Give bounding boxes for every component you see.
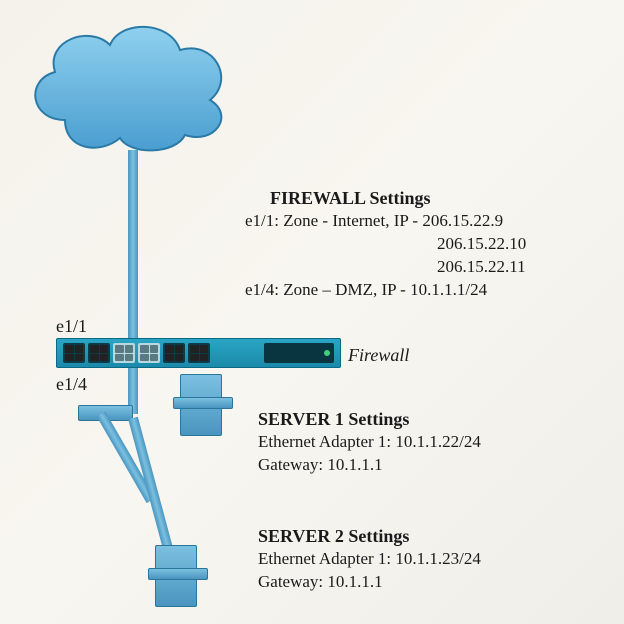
server2-gateway: Gateway: 10.1.1.1 xyxy=(258,571,608,594)
port-label-bottom: e1/4 xyxy=(56,372,87,396)
firewall-device-icon xyxy=(56,338,341,368)
server2-adapter: Ethernet Adapter 1: 10.1.1.23/24 xyxy=(258,548,608,571)
firewall-settings-title: FIREWALL Settings xyxy=(270,186,605,210)
link-hub-server2 xyxy=(128,417,176,564)
fw-line-4: e1/4: Zone – DMZ, IP - 10.1.1.1/24 xyxy=(245,279,605,302)
link-cloud-firewall xyxy=(128,150,138,345)
fw-line-1: e1/1: Zone - Internet, IP - 206.15.22.9 xyxy=(245,210,605,233)
server1-settings-block: SERVER 1 Settings Ethernet Adapter 1: 10… xyxy=(258,407,608,477)
server2-settings-block: SERVER 2 Settings Ethernet Adapter 1: 10… xyxy=(258,524,608,594)
server1-adapter: Ethernet Adapter 1: 10.1.1.22/24 xyxy=(258,431,608,454)
internet-cloud-icon xyxy=(20,10,240,160)
server1-icon xyxy=(180,374,222,436)
fw-line-2: 206.15.22.10 xyxy=(245,233,605,256)
server1-title: SERVER 1 Settings xyxy=(258,407,608,431)
firewall-label: Firewall xyxy=(348,343,409,367)
port-label-top: e1/1 xyxy=(56,314,87,338)
server1-gateway: Gateway: 10.1.1.1 xyxy=(258,454,608,477)
fw-line-3: 206.15.22.11 xyxy=(245,256,605,279)
server2-icon xyxy=(155,545,197,607)
network-diagram: e1/1 e1/4 Firewall FIREWALL Settings e1/… xyxy=(0,0,624,624)
server2-title: SERVER 2 Settings xyxy=(258,524,608,548)
firewall-settings-block: FIREWALL Settings e1/1: Zone - Internet,… xyxy=(245,186,605,302)
